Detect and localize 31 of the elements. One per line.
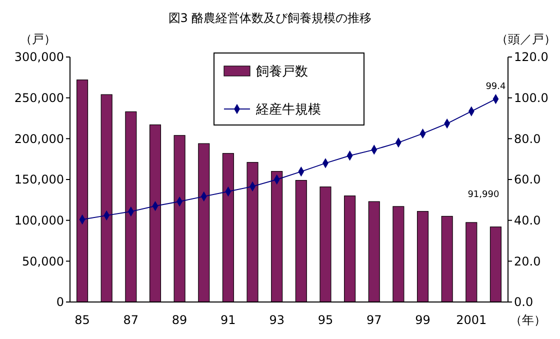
chart-title: 図3 酪農経営体数及び飼養規模の推移 [168, 11, 372, 25]
y2-tick-label: 20.0 [514, 254, 541, 268]
x-axis-title: （年） [510, 313, 546, 327]
x-tick-label: 91 [220, 313, 236, 327]
y2-tick-label: 40.0 [514, 214, 541, 228]
y2-tick-label: 120.0 [514, 50, 548, 64]
x-tick-label: 87 [123, 313, 139, 327]
legend-label: 経産牛規模 [255, 102, 321, 118]
y-tick-label: 50,000 [22, 254, 64, 268]
y2-tick-label: 100.0 [514, 91, 548, 106]
x-tick-label: 95 [318, 313, 334, 327]
y-tick-label: 100,000 [14, 214, 64, 228]
data-label: 91,990 [468, 190, 500, 200]
x-tick-label: 85 [74, 313, 90, 327]
y2-tick-label: 60.0 [514, 172, 541, 187]
y-tick-label: 0 [56, 295, 64, 310]
legend-label: 飼養戸数 [256, 64, 308, 80]
x-tick-label: 93 [269, 313, 284, 327]
x-tick-label: 97 [366, 313, 382, 327]
y-tick-label: 200,000 [14, 132, 64, 146]
x-tick-label: 2001 [456, 313, 487, 327]
x-tick-label: 89 [172, 313, 188, 327]
y2-tick-label: 80.0 [514, 132, 541, 146]
y-tick-label: 150,000 [14, 172, 64, 187]
data-label: 99.4 [486, 82, 506, 92]
y-tick-label: 300,000 [14, 50, 64, 64]
y-tick-label: 250,000 [14, 91, 64, 106]
x-tick-label: 99 [415, 313, 430, 327]
y-axis-title: （戸） [20, 32, 56, 46]
y2-axis-title: （頭／戸） [496, 32, 556, 46]
y2-tick-label: 0.0 [514, 295, 534, 310]
